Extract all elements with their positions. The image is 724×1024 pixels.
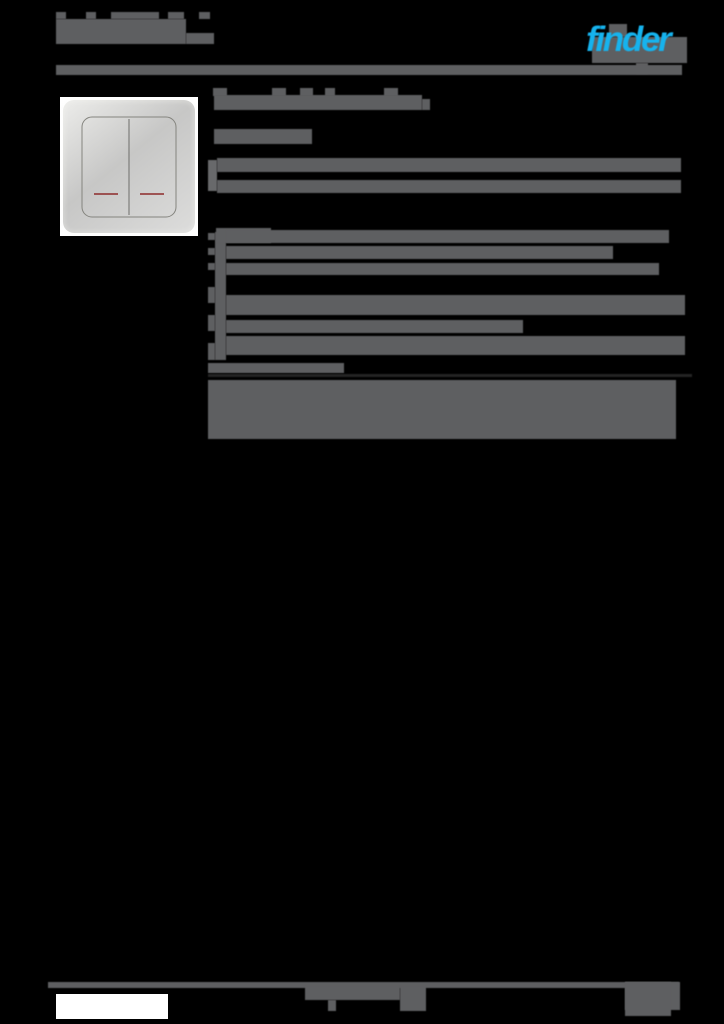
svg-text:finder: finder [586,20,674,59]
